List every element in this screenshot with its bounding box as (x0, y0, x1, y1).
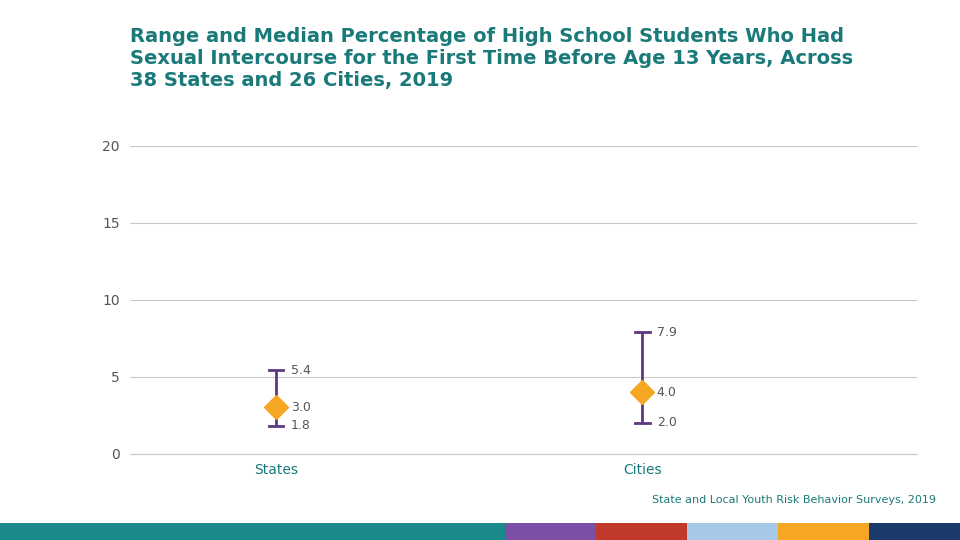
Text: 5.4: 5.4 (291, 364, 311, 377)
Text: 2.0: 2.0 (657, 416, 677, 429)
Text: 4.0: 4.0 (657, 386, 677, 399)
Text: State and Local Youth Risk Behavior Surveys, 2019: State and Local Youth Risk Behavior Surv… (652, 495, 936, 505)
Text: 3.0: 3.0 (291, 401, 311, 414)
Text: 7.9: 7.9 (657, 326, 677, 339)
Text: Range and Median Percentage of High School Students Who Had
Sexual Intercourse f: Range and Median Percentage of High Scho… (130, 27, 852, 90)
Text: 1.8: 1.8 (291, 420, 311, 433)
